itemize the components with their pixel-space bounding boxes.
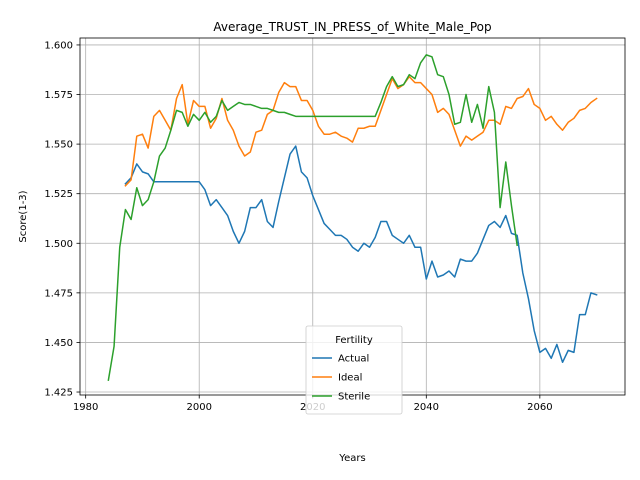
x-tick-label: 2060 [527,402,552,413]
y-axis-label: Score(1-3) [18,190,29,242]
y-tick-label: 1.500 [44,239,73,250]
legend-box [305,325,403,415]
y-tick-label: 1.550 [44,140,73,151]
legend: Fertility Actual Ideal Sterile [305,325,403,415]
y-tick-label: 1.475 [44,288,73,299]
y-axis: 1.425 1.450 1.475 1.500 1.525 1.550 1.575 1.600 [44,40,80,399]
grid-lines [80,38,625,395]
series-line-actual [124,145,598,364]
chart-title: Average_TRUST_IN_PRESS_of_White_Male_Pop [213,20,491,34]
legend-title: Fertility [335,335,373,346]
y-tick-label: 1.450 [44,338,73,349]
y-tick-label: 1.525 [44,189,73,200]
x-tick-label: 1980 [73,402,98,413]
x-tick-label: 2000 [186,402,211,413]
series-line-sterile [107,54,518,381]
x-axis-label: Years [338,453,365,464]
series-line-ideal [124,75,598,187]
legend-label-sterile: Sterile [338,392,370,403]
x-tick-label: 2040 [414,402,439,413]
y-tick-label: 1.600 [44,40,73,51]
series-lines [107,54,598,381]
legend-label-ideal: Ideal [338,373,362,384]
legend-label-actual: Actual [338,354,369,365]
y-tick-label: 1.425 [44,388,73,399]
y-tick-label: 1.575 [44,90,73,101]
